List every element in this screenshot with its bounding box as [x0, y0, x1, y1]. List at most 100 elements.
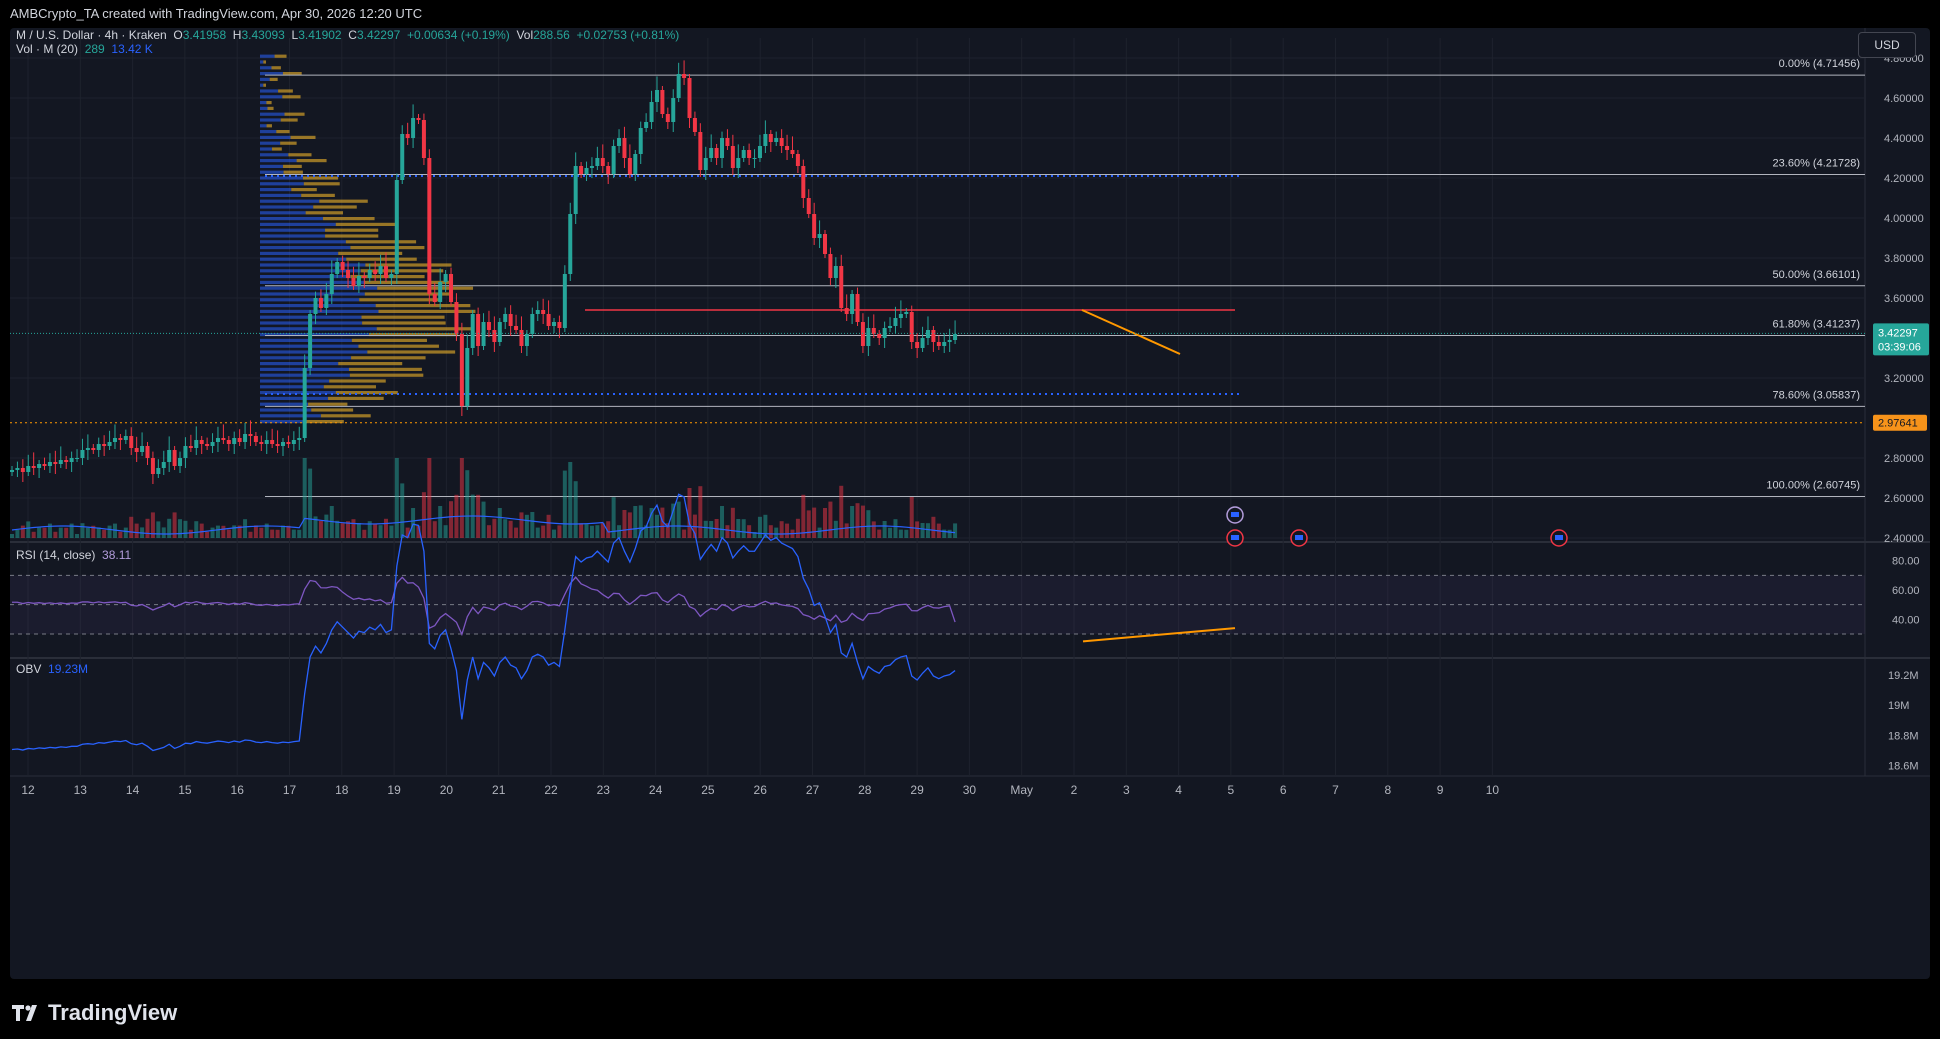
volume-profile-down-bar	[349, 373, 424, 377]
volume-bar	[492, 518, 497, 538]
chart-canvas[interactable]: 12 13 14 15 16 17 18 19 20 21 22 23 24 25 26 27 28 29 30 Ma…	[10, 28, 1930, 979]
attribution-text: AMBCrypto_TA created with TradingView.co…	[10, 6, 423, 21]
volume-bar	[42, 527, 47, 538]
volume-bar	[909, 497, 914, 538]
candle-body	[925, 330, 930, 338]
candle-body	[346, 270, 351, 278]
volume-bar	[508, 520, 513, 538]
volume-profile-up-bar	[260, 95, 283, 99]
volume-profile-up-bar	[260, 350, 368, 354]
candle-body	[953, 334, 958, 340]
volume-bar	[855, 503, 860, 538]
candle-body	[535, 310, 540, 314]
candle-body	[248, 434, 253, 436]
volume-bar	[253, 525, 258, 538]
volume-bar	[362, 529, 367, 538]
volume-profile-up-bar	[260, 228, 326, 232]
currency-button[interactable]: USD	[1858, 32, 1916, 58]
volume-profile-up-bar	[260, 222, 336, 226]
volume-bar	[205, 531, 210, 538]
volume-bar	[340, 523, 345, 538]
volume-bar	[291, 529, 296, 538]
candle-body	[172, 450, 177, 466]
candle-body	[741, 150, 746, 158]
volume-profile-up-bar	[260, 159, 297, 163]
volume-profile-up-bar	[260, 199, 320, 203]
candle-body	[497, 322, 502, 342]
volume-profile-up-bar	[260, 124, 267, 128]
volume-profile-up-bar	[260, 182, 304, 186]
candle-body	[140, 446, 145, 452]
obv-label[interactable]: OBV	[16, 662, 42, 676]
volume-profile-up-bar	[260, 263, 366, 267]
candle-body	[725, 138, 730, 146]
candle-body	[936, 342, 941, 346]
volume-bar	[10, 534, 14, 538]
time-axis-label: 3	[1123, 783, 1130, 797]
volume-bar	[860, 505, 865, 538]
volume-profile-down-bar	[280, 141, 297, 145]
chart-container[interactable]: 12 13 14 15 16 17 18 19 20 21 22 23 24 25 26 27 28 29 30 Ma…	[10, 28, 1930, 979]
volume-profile-down-bar	[350, 246, 425, 250]
candle-body	[839, 266, 844, 308]
volume-ma-label[interactable]: Vol · M (20)	[16, 42, 79, 56]
candle-body	[736, 158, 741, 168]
volume-ma-value-a: 289	[84, 42, 105, 56]
volume-bar	[801, 494, 806, 538]
volume-profile-down-bar	[325, 234, 379, 238]
candle-body	[546, 314, 551, 326]
candle-body	[31, 466, 36, 468]
volume-profile-down-bar	[361, 315, 445, 319]
volume-bar	[595, 525, 600, 538]
price-axis-label: 4.00000	[1884, 213, 1924, 225]
candle-body	[714, 148, 719, 158]
volume-bar	[389, 525, 394, 538]
rsi-pane: 80.00 60.00 40.00	[10, 556, 1920, 643]
volume-profile-up-bar	[260, 89, 279, 93]
volume-bar	[383, 518, 388, 538]
volume-bar	[627, 512, 632, 538]
tradingview-logo[interactable]: TradingView	[12, 1000, 177, 1026]
candle-body	[329, 274, 334, 294]
volume-bar	[226, 529, 231, 538]
volume-bar	[736, 519, 741, 538]
time-axis-label: 9	[1437, 783, 1444, 797]
candle-body	[199, 440, 204, 444]
volume-bar	[524, 514, 529, 538]
close-value: 3.42297	[356, 28, 401, 42]
rsi-label[interactable]: RSI (14, close)	[16, 548, 96, 562]
candle-body	[595, 158, 600, 166]
candle-body	[313, 298, 318, 314]
candle-body	[524, 334, 529, 346]
volume-bar	[486, 525, 491, 538]
volume-profile-up-bar	[260, 164, 283, 168]
candle-body	[427, 158, 432, 294]
open-value: 3.41958	[182, 28, 227, 42]
price-axis-label: 4.20000	[1884, 173, 1924, 185]
volume-bar	[324, 514, 329, 538]
time-axis-label: 2	[1071, 783, 1078, 797]
current-price-badge	[1873, 323, 1929, 356]
candle-body	[373, 270, 378, 274]
volume-bar	[405, 527, 410, 538]
volume-bar	[37, 527, 42, 538]
candle-body	[259, 442, 264, 444]
candle-body	[367, 270, 372, 278]
volume-profile-down-bar	[303, 182, 340, 186]
time-axis-label: 29	[910, 783, 924, 797]
time-axis-label: 22	[544, 783, 558, 797]
volume-bar	[156, 521, 161, 538]
volume-bar	[264, 523, 269, 538]
candle-body	[102, 444, 107, 446]
volume-bar	[898, 529, 903, 538]
candle-body	[552, 322, 556, 326]
candle-body	[107, 442, 112, 446]
volume-bar	[438, 506, 443, 538]
volume-profile-down-bar	[362, 321, 446, 325]
time-axis-label: May	[1010, 783, 1033, 797]
volume-bar	[904, 529, 909, 538]
symbol-name[interactable]: M / U.S. Dollar · 4h · Kraken	[16, 28, 167, 42]
volume-bar	[210, 527, 215, 538]
candle-body	[833, 266, 838, 278]
candle-body	[844, 308, 849, 314]
